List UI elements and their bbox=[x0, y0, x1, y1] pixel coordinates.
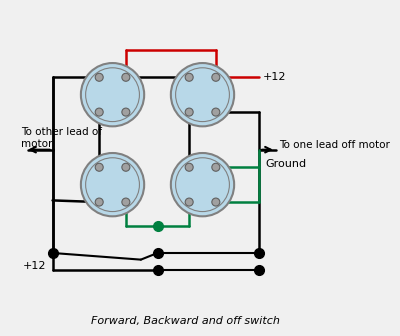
Circle shape bbox=[122, 73, 130, 81]
Circle shape bbox=[212, 108, 220, 116]
Text: +12: +12 bbox=[262, 72, 286, 82]
Circle shape bbox=[212, 198, 220, 206]
Circle shape bbox=[95, 198, 103, 206]
Circle shape bbox=[185, 198, 193, 206]
Circle shape bbox=[81, 153, 144, 216]
Circle shape bbox=[212, 163, 220, 171]
Circle shape bbox=[185, 73, 193, 81]
Text: To one lead off motor: To one lead off motor bbox=[279, 140, 390, 150]
Circle shape bbox=[171, 63, 234, 126]
Circle shape bbox=[95, 73, 103, 81]
Text: Ground: Ground bbox=[266, 159, 307, 169]
Text: +12: +12 bbox=[22, 261, 46, 271]
Circle shape bbox=[185, 163, 193, 171]
Circle shape bbox=[185, 108, 193, 116]
Circle shape bbox=[122, 198, 130, 206]
Circle shape bbox=[95, 108, 103, 116]
Text: Forward, Backward and off switch: Forward, Backward and off switch bbox=[92, 316, 280, 326]
Circle shape bbox=[122, 163, 130, 171]
Circle shape bbox=[95, 163, 103, 171]
Circle shape bbox=[212, 73, 220, 81]
Circle shape bbox=[122, 108, 130, 116]
Circle shape bbox=[81, 63, 144, 126]
Circle shape bbox=[171, 153, 234, 216]
Text: To other lead of
motor: To other lead of motor bbox=[21, 127, 102, 149]
